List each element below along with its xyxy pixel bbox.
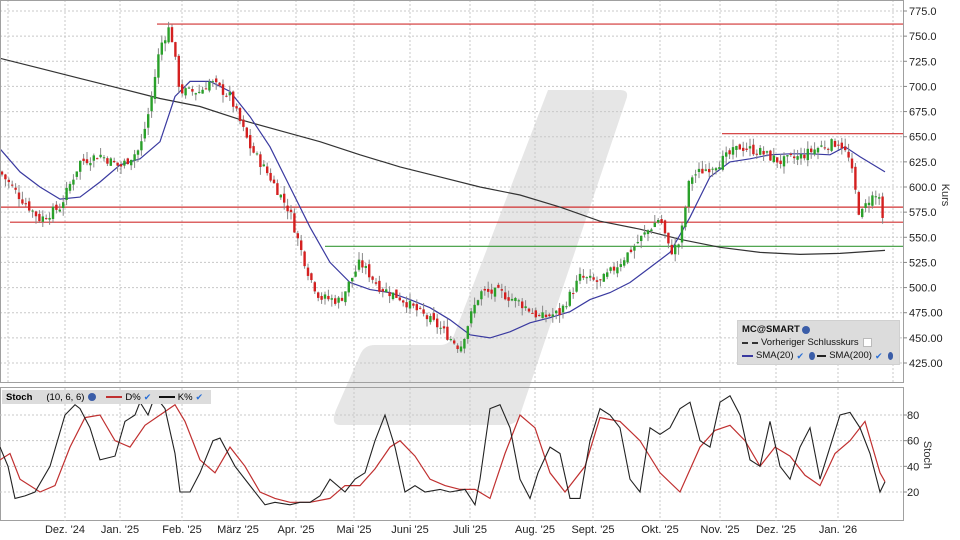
k-swatch [158, 396, 175, 398]
stoch-tick-label: 20 [907, 487, 919, 499]
x-tick-label: Sept. '25 [571, 524, 614, 536]
price-candles [0, 21, 884, 354]
stoch-y-axis: 80 60 40 20 [903, 410, 919, 499]
x-tick-label: Nov. '25 [700, 524, 739, 536]
price-tick-label: 650.0 [909, 132, 937, 144]
sma20-swatch [742, 354, 754, 357]
sma20-line [0, 80, 886, 339]
legend-prev-close: Vorheriger Schlusskurs [761, 337, 859, 348]
sma20-globe-icon[interactable] [809, 351, 815, 360]
legend-sma20: SMA(20) [756, 350, 794, 361]
d-swatch [106, 396, 123, 398]
x-tick-label: Dez. '24 [45, 524, 85, 536]
support-resistance-lines [0, 23, 903, 247]
price-tick-label: 700.0 [909, 81, 937, 93]
price-legend: MC@SMART Vorheriger Schlusskurs SMA(20) … [737, 320, 900, 365]
x-tick-label: Apr. '25 [278, 524, 315, 536]
price-axis-title: Kurs [939, 184, 951, 207]
stoch-title: Stoch [6, 391, 33, 403]
stoch-globe-icon[interactable] [88, 393, 97, 401]
stoch-axis-title: Stoch [921, 441, 933, 469]
stoch-params: (10, 6, 6) [46, 391, 85, 403]
x-tick-label: Jan. '25 [101, 524, 139, 536]
price-tick-label: 425.00 [909, 358, 943, 370]
x-tick-label: Juli '25 [453, 524, 487, 536]
legend-title: MC@SMART [742, 324, 800, 335]
price-tick-label: 575.0 [909, 207, 937, 219]
stoch-legend: Stoch (10, 6, 6) D% ✔ K% ✔ [2, 390, 211, 404]
stoch-tick-label: 60 [907, 436, 919, 448]
stoch-k-label: K% [177, 391, 193, 403]
stoch-d-label: D% [125, 391, 141, 403]
price-y-axis: 775.0 750.0 725.0 700.0 675.0 650.0 625.0 600.0… [903, 6, 943, 370]
prev-close-checkbox[interactable] [862, 338, 872, 347]
x-tick-label: Feb. '25 [162, 524, 201, 536]
price-tick-label: 625.0 [909, 157, 937, 169]
stoch-panel-border [0, 387, 904, 521]
x-tick-label: Jan. '26 [819, 524, 857, 536]
prev-close-swatch [742, 341, 758, 344]
price-tick-label: 750.0 [909, 31, 937, 43]
price-tick-label: 775.0 [909, 6, 937, 18]
x-tick-label: Aug. '25 [515, 524, 555, 536]
price-tick-label: 450.00 [909, 333, 943, 345]
sma200-globe-icon[interactable] [887, 351, 893, 360]
price-panel-border [0, 0, 904, 383]
price-tick-label: 725.0 [909, 56, 937, 68]
sma200-swatch [816, 354, 827, 357]
stoch-d-line [0, 403, 886, 503]
x-axis: Dez. '24 Jan. '25 Feb. '25 März '25 Apr. '25… [45, 524, 857, 536]
stoch-grid [0, 388, 903, 521]
stoch-tick-label: 80 [907, 410, 919, 422]
stoch-k-line [0, 394, 886, 507]
price-tick-label: 550.0 [909, 232, 937, 244]
globe-icon[interactable] [801, 325, 810, 334]
x-tick-label: März '25 [217, 524, 259, 536]
x-tick-label: Juni '25 [391, 524, 429, 536]
legend-sma200: SMA(200) [829, 350, 872, 361]
sma200-line [0, 57, 886, 256]
price-tick-label: 475.00 [909, 308, 943, 320]
k-check-icon[interactable]: ✔ [195, 392, 204, 402]
x-tick-label: Mai '25 [336, 524, 371, 536]
x-tick-label: Dez. '25 [756, 524, 796, 536]
sma200-check-icon[interactable]: ✔ [874, 350, 883, 361]
price-tick-label: 600.0 [909, 182, 937, 194]
x-tick-label: Okt. '25 [641, 524, 679, 536]
d-check-icon[interactable]: ✔ [143, 392, 152, 402]
price-tick-label: 500.0 [909, 283, 937, 295]
watermark-logo [333, 90, 628, 425]
price-tick-label: 675.0 [909, 107, 937, 119]
stoch-tick-label: 40 [907, 461, 919, 473]
price-tick-label: 525.0 [909, 257, 937, 269]
sma20-check-icon[interactable]: ✔ [796, 350, 805, 361]
